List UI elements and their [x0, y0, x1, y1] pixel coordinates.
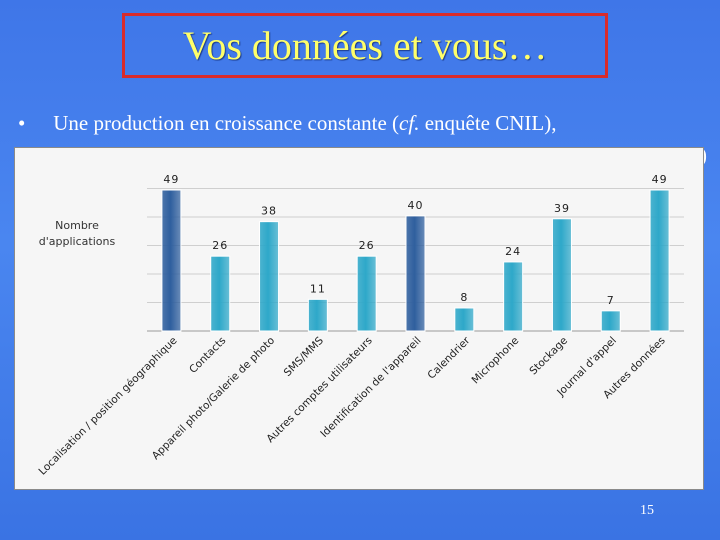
bar	[454, 307, 475, 332]
bullet-symbol: •	[18, 111, 26, 135]
category-label: Calendrier	[425, 334, 472, 381]
chart-area: Nombre d'applications 49 Localisation / po…	[22, 157, 687, 488]
bullet-line: • Une production en croissance constante…	[18, 111, 557, 136]
bar-value-label: 7	[607, 294, 615, 307]
bar	[161, 189, 182, 332]
bar-value-label: 11	[310, 282, 326, 295]
bar	[210, 255, 231, 332]
category-label: Stockage	[527, 335, 570, 378]
bar	[405, 215, 426, 332]
slide-number: 15	[640, 503, 654, 518]
bullet-text-pre: Une production en croissance constante (	[53, 111, 400, 135]
slide-title: Vos données et vous…	[182, 23, 548, 68]
bar-value-label: 26	[359, 239, 375, 252]
bar	[649, 189, 670, 332]
bar-value-label: 39	[554, 202, 570, 215]
bar-value-label: 38	[261, 205, 277, 218]
bar	[307, 298, 328, 332]
category-label: Autres comptes utilisateurs	[264, 335, 374, 445]
y-axis-label: d'applications	[39, 235, 116, 248]
bar	[259, 221, 280, 332]
title-box: Vos données et vous…	[122, 13, 608, 78]
bar-value-label: 8	[460, 291, 468, 304]
bar	[503, 261, 524, 332]
bar-value-label: 26	[212, 239, 228, 252]
bar-value-label: 40	[408, 199, 424, 212]
bullet-text-post: enquête CNIL),	[419, 111, 557, 135]
bullet-text-italic: cf.	[399, 111, 420, 135]
bar-value-label: 49	[652, 173, 668, 186]
category-label: SMS/MMS	[282, 334, 327, 379]
bar	[356, 255, 377, 332]
category-label: Identification de l'appareil	[318, 335, 423, 440]
bar-value-label: 49	[163, 173, 179, 186]
bar	[551, 218, 572, 332]
y-axis-label: Nombre	[55, 219, 99, 232]
bar	[600, 310, 621, 332]
category-label: Microphone	[470, 335, 522, 387]
bar-value-label: 24	[505, 245, 521, 258]
category-label: Contacts	[187, 335, 228, 376]
